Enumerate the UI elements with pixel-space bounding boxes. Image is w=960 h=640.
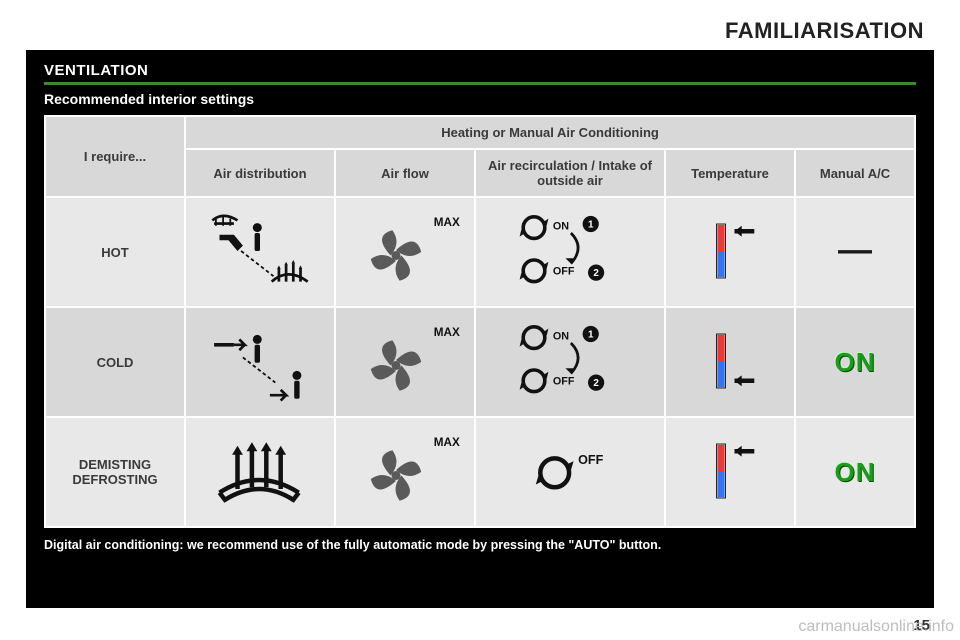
svg-text:MAX: MAX [434, 435, 460, 448]
table-row: HOT [45, 197, 915, 307]
section-subhead: Recommended interior settings [44, 91, 916, 107]
svg-text:ON: ON [553, 330, 569, 342]
row-label-demist: DEMISTING DEFROSTING [45, 417, 185, 527]
recirc-off-icon: OFF [476, 426, 664, 516]
chapter-title: FAMILIARISATION [26, 18, 934, 44]
row-header-title: I require... [45, 116, 185, 197]
temperature-hot-icon [666, 426, 794, 516]
col-group-title: Heating or Manual Air Conditioning [185, 116, 915, 149]
svg-text:2: 2 [593, 378, 599, 389]
recirc-on-off-icon: ON 1 OFF 2 [476, 316, 664, 406]
footer-note: Digital air conditioning: we recommend u… [44, 538, 916, 552]
table-row: COLD [45, 307, 915, 417]
settings-table: I require... Heating or Manual Air Condi… [44, 115, 916, 528]
ac-on-label: ON [835, 457, 876, 487]
temperature-hot-icon [666, 206, 794, 296]
recirc-off-label: OFF [578, 452, 603, 466]
fan-max-icon: MAX [336, 206, 474, 296]
step-2-badge: 2 [593, 268, 599, 279]
windscreen-defrost-icon [186, 426, 334, 516]
col-manual-ac: Manual A/C [795, 149, 915, 197]
cell-airdist-hot [185, 197, 335, 307]
temperature-cold-icon [666, 316, 794, 406]
svg-text:1: 1 [588, 329, 594, 340]
recirc-on-label: ON [553, 220, 569, 232]
fan-max-icon: MAX [336, 426, 474, 516]
cell-ac-demist: ON [795, 417, 915, 527]
watermark: carmanualsonline.info [798, 618, 954, 636]
col-air-distribution: Air distribution [185, 149, 335, 197]
cell-recirc-demist: OFF [475, 417, 665, 527]
vent-face-feet-icon [186, 316, 334, 406]
section-rule [44, 82, 916, 85]
col-recirculation: Air recirculation / Intake of outside ai… [475, 149, 665, 197]
cell-ac-hot: — [795, 197, 915, 307]
recirc-on-off-icon: ON 1 OFF 2 [476, 206, 664, 296]
cell-airflow-cold: MAX [335, 307, 475, 417]
section-title: VENTILATION [44, 62, 916, 79]
row-label-cold: COLD [45, 307, 185, 417]
step-1-badge: 1 [588, 219, 594, 230]
col-temperature: Temperature [665, 149, 795, 197]
cell-airflow-hot: MAX [335, 197, 475, 307]
svg-text:MAX: MAX [434, 325, 460, 338]
cell-airflow-demist: MAX [335, 417, 475, 527]
row-label-hot: HOT [45, 197, 185, 307]
col-air-flow: Air flow [335, 149, 475, 197]
content-frame: VENTILATION Recommended interior setting… [26, 50, 934, 608]
svg-text:OFF: OFF [553, 375, 575, 387]
fan-max-icon: MAX [336, 316, 474, 406]
cell-temp-demist [665, 417, 795, 527]
cell-recirc-cold: ON 1 OFF 2 [475, 307, 665, 417]
cell-airdist-cold [185, 307, 335, 417]
cell-temp-hot [665, 197, 795, 307]
cell-temp-cold [665, 307, 795, 417]
ac-on-label: ON [835, 347, 876, 377]
table-row: DEMISTING DEFROSTING [45, 417, 915, 527]
recirc-off-label: OFF [553, 265, 575, 277]
max-label: MAX [434, 215, 460, 228]
ac-dash: — [838, 231, 872, 269]
cell-airdist-demist [185, 417, 335, 527]
cell-ac-cold: ON [795, 307, 915, 417]
cell-recirc-hot: ON 1 OFF 2 [475, 197, 665, 307]
vent-face-feet-windscreen-icon [186, 206, 334, 296]
